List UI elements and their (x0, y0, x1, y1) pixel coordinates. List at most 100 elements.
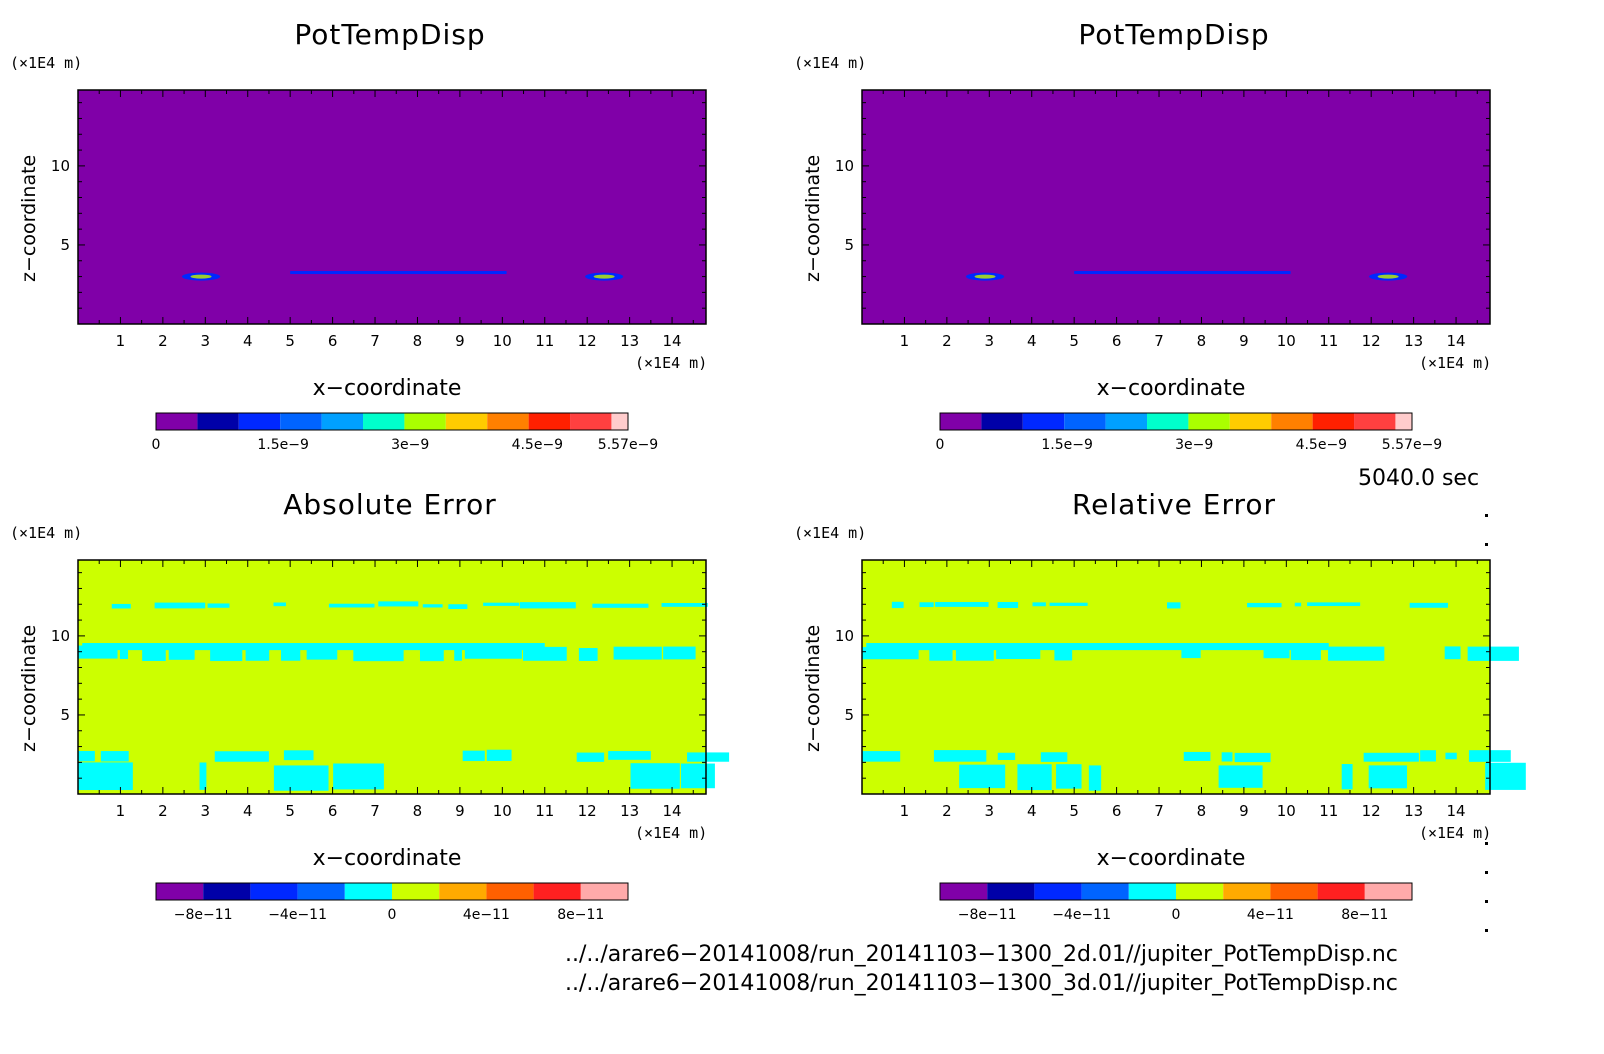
colorbar-swatch (987, 883, 1035, 900)
x-tick-label: 7 (370, 802, 380, 820)
error-patch (1263, 646, 1290, 659)
colorbar-swatch (1081, 883, 1129, 900)
y-unit-label: (×1E4 m) (10, 524, 83, 542)
x-tick-label: 13 (620, 332, 639, 350)
colorbar-tick-label: 5.57e−9 (598, 437, 658, 453)
x-tick-label: 1 (116, 332, 126, 350)
marker-dot (1485, 842, 1488, 845)
x-tick-label: 3 (201, 802, 211, 820)
error-patch (78, 762, 133, 791)
error-patch (214, 751, 269, 762)
colorbar-tick-label: −8e−11 (174, 907, 233, 923)
x-tick-label: 2 (942, 802, 952, 820)
colorbar-swatch (528, 413, 571, 430)
x-tick-label: 6 (1112, 802, 1122, 820)
error-patch (273, 602, 286, 607)
y-unit-label: (×1E4 m) (794, 54, 867, 72)
x-axis-label: x−coordinate (1096, 376, 1246, 401)
x-tick-label: 5 (1069, 332, 1079, 350)
error-patch (1234, 752, 1271, 763)
colorbar-swatch (1176, 883, 1224, 900)
x-tick-label: 13 (1404, 332, 1423, 350)
colorbar-swatch (940, 883, 988, 900)
x-tick-label: 4 (1027, 332, 1037, 350)
error-patch (1307, 602, 1361, 607)
colorbar-swatch (1188, 413, 1230, 430)
colorbar-swatch (238, 413, 281, 430)
error-patch (119, 646, 129, 659)
colorbar-swatch (981, 413, 1023, 430)
colorbar-swatch (940, 413, 982, 430)
error-patch (1183, 751, 1211, 761)
colorbar-tick-label: 3e−9 (391, 437, 429, 453)
x-tick-label: 8 (413, 332, 423, 350)
x-axis-label: x−coordinate (312, 846, 462, 871)
marker-dot (1485, 514, 1488, 517)
x-axis-label: x−coordinate (312, 376, 462, 401)
x-unit-label: (×1E4 m) (1419, 354, 1492, 372)
colorbar-swatch (611, 413, 628, 430)
error-patch (1363, 752, 1419, 762)
colorbar-swatch (1317, 883, 1365, 900)
error-patch (519, 602, 576, 609)
error-patch (378, 601, 419, 607)
error-patch (1341, 764, 1353, 790)
error-patch (1445, 752, 1457, 760)
colorbar-tick-label: −4e−11 (268, 907, 327, 923)
colorbar-tick-label: 4e−11 (463, 907, 510, 923)
error-patch (1167, 602, 1181, 609)
colorbar-swatch (570, 413, 612, 430)
x-tick-label: 12 (1362, 332, 1381, 350)
error-patch (280, 648, 301, 661)
heatmap-blob-core (1377, 274, 1399, 279)
error-patch (1328, 646, 1385, 661)
heatmap-field (862, 90, 1490, 324)
error-patch (1290, 647, 1321, 661)
colorbar-frame (155, 882, 629, 901)
x-tick-label: 12 (578, 332, 597, 350)
x-tick-label: 11 (535, 332, 554, 350)
heatmap-band (1074, 271, 1291, 275)
colorbar-swatch (1128, 883, 1176, 900)
x-tick-label: 14 (1447, 332, 1466, 350)
error-patch (891, 601, 904, 609)
y-unit-label: (×1E4 m) (794, 524, 867, 542)
error-patch (1181, 646, 1201, 659)
colorbar-swatch (297, 883, 345, 900)
colorbar-swatch (363, 413, 405, 430)
x-tick-label: 8 (1197, 332, 1207, 350)
error-patch (464, 647, 522, 659)
x-tick-label: 9 (455, 802, 465, 820)
x-tick-label: 10 (1277, 802, 1296, 820)
error-patch (1049, 602, 1088, 606)
colorbar-swatch (580, 883, 628, 900)
colorbar-tick-label: 8e−11 (1341, 907, 1388, 923)
error-patch (959, 764, 1006, 789)
colorbar-tick-label: 0 (388, 907, 397, 923)
x-tick-label: 9 (1239, 802, 1249, 820)
x-tick-label: 8 (413, 802, 423, 820)
error-patch (1368, 765, 1408, 789)
error-patch (592, 603, 649, 608)
error-patch (1017, 764, 1052, 791)
error-patch (207, 603, 230, 608)
colorbar-frame (939, 412, 1413, 431)
colorbar-swatch (1034, 883, 1082, 900)
colorbar-swatch (1105, 413, 1148, 430)
colorbar-swatch (439, 883, 487, 900)
x-tick-label: 11 (1319, 332, 1338, 350)
colorbar-swatch (486, 883, 534, 900)
colorbar-tick-label: 0 (936, 437, 945, 453)
heatmap-blob-core (593, 274, 615, 279)
colorbar-swatch (1270, 883, 1318, 900)
x-axis-label: x−coordinate (1096, 846, 1246, 871)
x-tick-label: 4 (1027, 802, 1037, 820)
error-patch (210, 647, 243, 662)
error-patch (1294, 602, 1302, 607)
x-tick-label: 6 (1112, 332, 1122, 350)
x-tick-label: 8 (1197, 802, 1207, 820)
error-patch (578, 647, 598, 661)
